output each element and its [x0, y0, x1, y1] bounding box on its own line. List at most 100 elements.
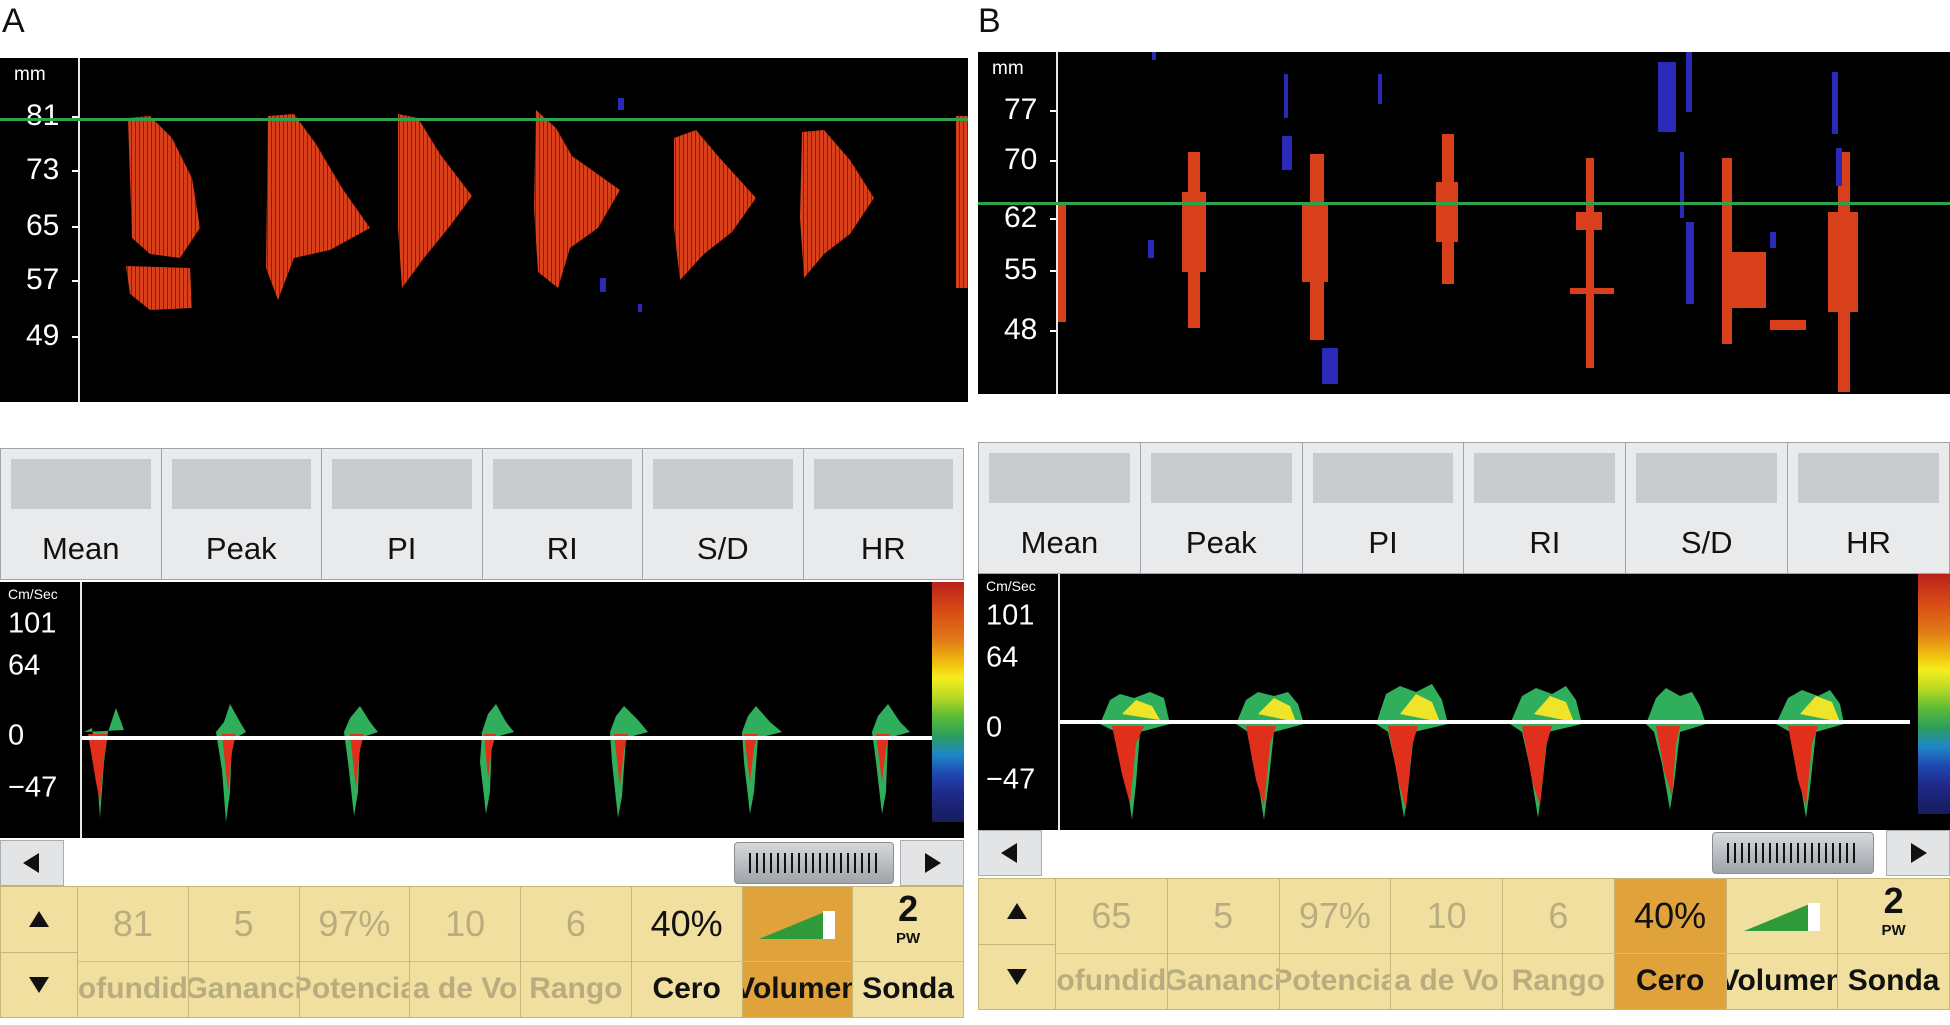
measure-value — [332, 459, 472, 509]
gain-value: 5 — [188, 887, 299, 962]
flow-signal-image — [126, 98, 968, 312]
color-mmode-display: mm 81 73 65 57 49 — [0, 58, 968, 402]
measure-hr-button[interactable]: HR — [1788, 443, 1949, 573]
adjust-arrows — [979, 879, 1056, 1009]
baseline[interactable] — [82, 736, 932, 740]
cine-scrollbar[interactable] — [0, 840, 964, 886]
measure-peak-button[interactable]: Peak — [161, 449, 322, 579]
velocity-unit: Cm/Sec — [986, 578, 1036, 594]
probe-label: Sonda — [862, 972, 954, 1005]
tick-mark — [72, 116, 78, 118]
measure-value — [171, 459, 311, 509]
measure-mean-button[interactable]: Mean — [979, 443, 1141, 573]
gain-control[interactable]: 5 Gananci — [1167, 879, 1280, 1009]
power-control[interactable]: 97% Potencia — [299, 887, 411, 1017]
probe-control[interactable]: 2 PW Sonda — [1838, 879, 1949, 1009]
control-panel: 65 ofundid 5 Gananci 97% Potencia 10 a d… — [978, 878, 1950, 1010]
power-value: 97% — [299, 887, 410, 962]
sample-volume-value: 10 — [1391, 879, 1502, 954]
up-arrow-icon — [1007, 903, 1027, 920]
measure-mean-button[interactable]: Mean — [1, 449, 162, 579]
scroll-left-button[interactable] — [0, 840, 64, 886]
power-control[interactable]: 97% Potencia — [1279, 879, 1392, 1009]
depth-tick: 55 — [1004, 253, 1038, 286]
scroll-right-button[interactable] — [1886, 830, 1950, 876]
control-panel: 81 ofundid 5 Gananci 97% Potencia 10 a d… — [0, 886, 964, 1018]
doppler-spectrum: Cm/Sec 101 64 0 −47 — [0, 582, 964, 838]
scroll-thumb[interactable] — [734, 842, 894, 884]
gain-label: Gananci — [188, 972, 299, 1005]
decrease-button[interactable] — [979, 945, 1055, 1010]
measure-ri-button[interactable]: RI — [482, 449, 643, 579]
zero-value: 40% — [1614, 879, 1726, 954]
zero-control[interactable]: 40% Cero — [1614, 879, 1727, 1009]
tick-mark — [1050, 218, 1056, 220]
zero-control[interactable]: 40% Cero — [631, 887, 743, 1017]
probe-number: 2 — [898, 888, 919, 929]
depth-label: ofundid — [1056, 964, 1167, 997]
measure-label: PI — [1368, 525, 1398, 560]
gain-control[interactable]: 5 Gananci — [188, 887, 300, 1017]
velocity-tick: 0 — [8, 719, 25, 752]
cine-scrollbar[interactable] — [978, 830, 1950, 876]
scroll-right-button[interactable] — [900, 840, 964, 886]
depth-unit: mm — [992, 58, 1024, 79]
volume-control[interactable]: Volumen — [742, 887, 854, 1017]
measure-label: Mean — [41, 531, 120, 566]
scroll-left-button[interactable] — [978, 830, 1042, 876]
measure-label: Peak — [205, 531, 277, 566]
velocity-unit: Cm/Sec — [8, 586, 58, 602]
measure-value — [989, 453, 1130, 503]
tick-mark — [1050, 270, 1056, 272]
increase-button[interactable] — [979, 879, 1055, 945]
left-arrow-icon — [23, 853, 39, 873]
scroll-thumb[interactable] — [1712, 832, 1874, 874]
depth-control[interactable]: 65 ofundid — [1056, 879, 1168, 1009]
volume-label: Volumen — [742, 972, 853, 1005]
zero-label: Cero — [652, 972, 721, 1005]
flow-signal-image — [1058, 52, 1858, 392]
measure-label: Peak — [1185, 525, 1257, 560]
range-control[interactable]: 6 Rango — [1503, 879, 1615, 1009]
measure-value — [1150, 453, 1292, 503]
volume-control[interactable]: Volumen — [1726, 879, 1839, 1009]
sample-volume-control[interactable]: 10 a de Vo — [410, 887, 521, 1017]
velocity-tick: 64 — [8, 649, 41, 682]
range-label: Rango — [529, 972, 623, 1005]
volume-ramp-icon — [1743, 903, 1820, 931]
depth-value: 81 — [78, 887, 188, 962]
increase-button[interactable] — [1, 887, 77, 953]
measure-value — [1798, 453, 1939, 503]
measure-pi-button[interactable]: PI — [1302, 443, 1465, 573]
sample-volume-label: a de Vo — [412, 972, 518, 1005]
sample-volume-control[interactable]: 10 a de Vo — [1391, 879, 1503, 1009]
power-label: Potencia — [299, 972, 410, 1005]
range-control[interactable]: 6 Rango — [521, 887, 632, 1017]
measure-ri-button[interactable]: RI — [1464, 443, 1627, 573]
measure-value — [492, 459, 632, 509]
gain-value: 5 — [1167, 879, 1279, 954]
tick-mark — [72, 226, 78, 228]
sample-depth-cursor[interactable] — [978, 202, 1950, 205]
tick-mark — [72, 170, 78, 172]
velocity-tick: 0 — [986, 711, 1003, 744]
velocity-tick: −47 — [8, 771, 58, 804]
probe-control[interactable]: 2 PW Sonda — [853, 887, 963, 1017]
depth-tick: 73 — [26, 153, 60, 186]
sample-depth-cursor[interactable] — [0, 118, 968, 121]
measure-peak-button[interactable]: Peak — [1140, 443, 1303, 573]
measure-hr-button[interactable]: HR — [803, 449, 963, 579]
right-arrow-icon — [925, 853, 941, 873]
measure-value — [813, 459, 953, 509]
decrease-button[interactable] — [1, 953, 77, 1018]
measure-value — [1312, 453, 1454, 503]
range-label: Rango — [1511, 964, 1606, 997]
measure-pi-button[interactable]: PI — [322, 449, 483, 579]
measure-sd-button[interactable]: S/D — [1626, 443, 1789, 573]
power-value: 97% — [1279, 879, 1391, 954]
velocity-tick: 101 — [986, 599, 1035, 632]
depth-control[interactable]: 81 ofundid — [78, 887, 189, 1017]
tick-mark — [72, 336, 78, 338]
measure-sd-button[interactable]: S/D — [643, 449, 804, 579]
baseline[interactable] — [1060, 720, 1910, 724]
